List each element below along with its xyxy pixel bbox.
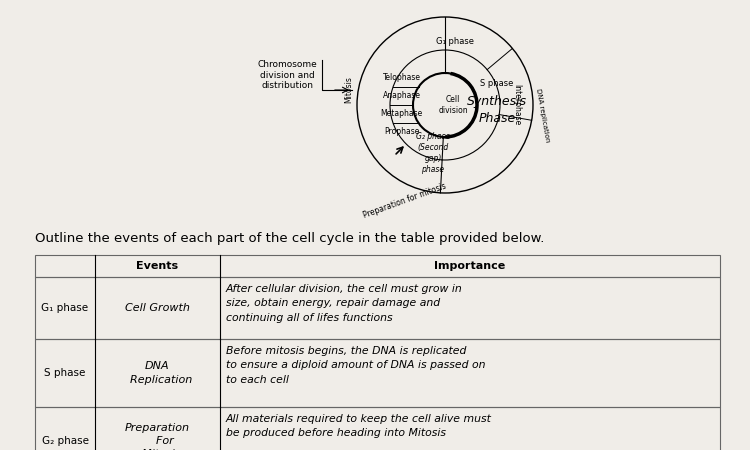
Text: Mitosis: Mitosis [344,76,353,104]
Text: Preparation for mitosis: Preparation for mitosis [362,182,448,220]
Text: Synthesis
Phase: Synthesis Phase [467,95,527,125]
Text: DNA
  Replication: DNA Replication [123,361,192,385]
Text: G₁ phase: G₁ phase [41,303,88,313]
Text: Chromosome
division and
distribution: Chromosome division and distribution [257,60,316,90]
Bar [35,255,720,277]
Text: Outline the events of each part of the cell cycle in the table provided below.: Outline the events of each part of the c… [35,232,544,245]
Text: All materials required to keep the cell alive must
be produced before heading in: All materials required to keep the cell … [226,414,492,438]
Text: DNA replication: DNA replication [536,88,550,142]
Text: Events: Events [136,261,178,271]
Bar [35,407,720,450]
Text: Cell
division: Cell division [438,95,468,115]
Text: G₂ phase
(Second
gap)
phase: G₂ phase (Second gap) phase [416,132,450,174]
Text: G₂ phase: G₂ phase [41,436,88,446]
Text: Prophase: Prophase [384,127,419,136]
Text: Interphase: Interphase [512,85,521,126]
Text: S phase: S phase [44,368,86,378]
Bar [35,277,720,339]
Text: S phase: S phase [480,78,514,87]
Text: Before mitosis begins, the DNA is replicated
to ensure a diploid amount of DNA i: Before mitosis begins, the DNA is replic… [226,346,485,385]
Text: Telophase: Telophase [382,73,421,82]
Text: After cellular division, the cell must grow in
size, obtain energy, repair damag: After cellular division, the cell must g… [226,284,463,323]
Text: Cell Growth: Cell Growth [125,303,190,313]
Text: Importance: Importance [434,261,506,271]
Text: G₁ phase: G₁ phase [436,36,474,45]
Text: Anaphase: Anaphase [382,91,421,100]
Bar [35,339,720,407]
Text: Preparation
    For
  Mitosis: Preparation For Mitosis [125,423,190,450]
Text: Metaphase: Metaphase [380,109,423,118]
